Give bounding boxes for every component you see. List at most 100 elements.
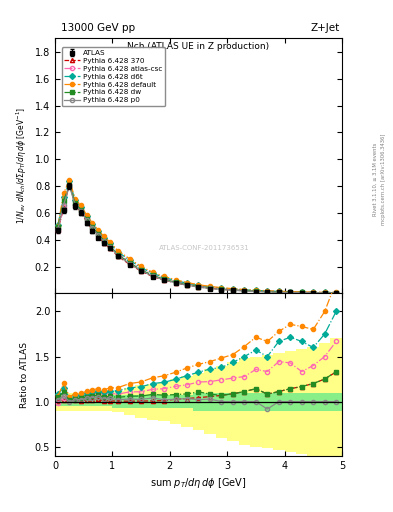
Pythia 6.428 370 bbox=[276, 289, 281, 295]
Pythia 6.428 d6t bbox=[139, 265, 143, 271]
Pythia 6.428 dw bbox=[107, 243, 112, 249]
Pythia 6.428 d6t bbox=[73, 197, 77, 203]
Pythia 6.428 default bbox=[219, 285, 224, 291]
Pythia 6.428 d6t bbox=[116, 249, 121, 255]
Pythia 6.428 dw bbox=[73, 200, 77, 206]
Line: Pythia 6.428 370: Pythia 6.428 370 bbox=[56, 181, 338, 295]
Pythia 6.428 370 bbox=[242, 288, 247, 294]
Pythia 6.428 p0 bbox=[185, 282, 189, 288]
Pythia 6.428 d6t bbox=[299, 289, 304, 295]
Pythia 6.428 p0 bbox=[219, 286, 224, 292]
Pythia 6.428 dw bbox=[84, 216, 89, 222]
Pythia 6.428 default bbox=[253, 287, 258, 293]
Pythia 6.428 p0 bbox=[67, 183, 72, 189]
Pythia 6.428 default bbox=[101, 233, 106, 240]
Pythia 6.428 atlas-csc bbox=[185, 281, 189, 287]
Pythia 6.428 default bbox=[196, 282, 201, 288]
Pythia 6.428 default bbox=[55, 223, 60, 229]
Pythia 6.428 default bbox=[84, 212, 89, 218]
Pythia 6.428 default bbox=[79, 202, 83, 208]
Pythia 6.428 dw bbox=[96, 231, 101, 237]
Pythia 6.428 d6t bbox=[219, 285, 224, 291]
Pythia 6.428 370 bbox=[322, 290, 327, 296]
Pythia 6.428 p0 bbox=[242, 288, 247, 294]
Pythia 6.428 370 bbox=[101, 240, 106, 246]
Pythia 6.428 dw bbox=[127, 260, 132, 266]
Line: Pythia 6.428 p0: Pythia 6.428 p0 bbox=[56, 184, 338, 295]
Pythia 6.428 dw bbox=[334, 290, 338, 296]
Pythia 6.428 dw bbox=[311, 289, 316, 295]
Pythia 6.428 default bbox=[96, 227, 101, 233]
Pythia 6.428 atlas-csc bbox=[101, 236, 106, 242]
Pythia 6.428 atlas-csc bbox=[242, 287, 247, 293]
Pythia 6.428 dw bbox=[299, 289, 304, 295]
Pythia 6.428 d6t bbox=[322, 289, 327, 295]
Pythia 6.428 d6t bbox=[90, 221, 95, 227]
Pythia 6.428 370 bbox=[73, 202, 77, 208]
Pythia 6.428 p0 bbox=[101, 239, 106, 245]
Pythia 6.428 atlas-csc bbox=[162, 275, 166, 282]
Pythia 6.428 d6t bbox=[265, 288, 270, 294]
Pythia 6.428 atlas-csc bbox=[84, 215, 89, 221]
Pythia 6.428 dw bbox=[322, 290, 327, 296]
Pythia 6.428 d6t bbox=[276, 288, 281, 294]
Pythia 6.428 atlas-csc bbox=[311, 289, 316, 295]
Pythia 6.428 dw bbox=[101, 238, 106, 244]
Text: Rivet 3.1.10, ≥ 3.1M events: Rivet 3.1.10, ≥ 3.1M events bbox=[373, 142, 378, 216]
Pythia 6.428 atlas-csc bbox=[322, 289, 327, 295]
Pythia 6.428 default bbox=[276, 288, 281, 294]
Pythia 6.428 370 bbox=[116, 253, 121, 260]
Pythia 6.428 p0 bbox=[276, 289, 281, 295]
Pythia 6.428 370 bbox=[173, 280, 178, 286]
Pythia 6.428 d6t bbox=[185, 280, 189, 286]
Pythia 6.428 370 bbox=[139, 268, 143, 274]
Pythia 6.428 p0 bbox=[116, 252, 121, 259]
Pythia 6.428 d6t bbox=[127, 257, 132, 263]
Pythia 6.428 default bbox=[173, 276, 178, 283]
Pythia 6.428 370 bbox=[61, 205, 66, 211]
Pythia 6.428 d6t bbox=[107, 240, 112, 246]
Pythia 6.428 default bbox=[162, 273, 166, 280]
Legend: ATLAS, Pythia 6.428 370, Pythia 6.428 atlas-csc, Pythia 6.428 d6t, Pythia 6.428 : ATLAS, Pythia 6.428 370, Pythia 6.428 at… bbox=[61, 47, 165, 106]
Pythia 6.428 dw bbox=[90, 224, 95, 230]
Pythia 6.428 p0 bbox=[139, 268, 143, 274]
Pythia 6.428 default bbox=[73, 196, 77, 202]
Line: Pythia 6.428 atlas-csc: Pythia 6.428 atlas-csc bbox=[56, 182, 338, 295]
Pythia 6.428 atlas-csc bbox=[276, 289, 281, 295]
Pythia 6.428 370 bbox=[219, 286, 224, 292]
Pythia 6.428 p0 bbox=[79, 208, 83, 215]
Pythia 6.428 dw bbox=[231, 287, 235, 293]
Pythia 6.428 p0 bbox=[107, 244, 112, 250]
Pythia 6.428 370 bbox=[55, 227, 60, 233]
Text: Nch (ATLAS UE in Z production): Nch (ATLAS UE in Z production) bbox=[127, 42, 270, 51]
Pythia 6.428 p0 bbox=[311, 290, 316, 296]
Pythia 6.428 370 bbox=[90, 227, 95, 233]
Pythia 6.428 370 bbox=[107, 245, 112, 251]
Pythia 6.428 dw bbox=[139, 267, 143, 273]
Y-axis label: $1/N_{ev}$ $dN_{ch}/d\Sigma p_T/d\eta\,d\phi$ [GeV$^{-1}$]: $1/N_{ev}$ $dN_{ch}/d\Sigma p_T/d\eta\,d… bbox=[15, 108, 29, 224]
Pythia 6.428 d6t bbox=[96, 228, 101, 234]
Pythia 6.428 dw bbox=[276, 289, 281, 295]
Pythia 6.428 370 bbox=[265, 289, 270, 295]
Pythia 6.428 370 bbox=[67, 180, 72, 186]
Pythia 6.428 d6t bbox=[162, 274, 166, 281]
Pythia 6.428 default bbox=[67, 177, 72, 183]
Pythia 6.428 atlas-csc bbox=[107, 241, 112, 247]
Pythia 6.428 default bbox=[242, 286, 247, 292]
Pythia 6.428 p0 bbox=[90, 225, 95, 231]
Y-axis label: Ratio to ATLAS: Ratio to ATLAS bbox=[20, 342, 29, 408]
Pythia 6.428 default bbox=[311, 289, 316, 295]
Line: Pythia 6.428 default: Pythia 6.428 default bbox=[56, 178, 338, 294]
Pythia 6.428 dw bbox=[265, 289, 270, 295]
Pythia 6.428 d6t bbox=[208, 284, 212, 290]
Pythia 6.428 p0 bbox=[84, 217, 89, 223]
Pythia 6.428 d6t bbox=[242, 287, 247, 293]
Pythia 6.428 370 bbox=[162, 277, 166, 283]
Pythia 6.428 d6t bbox=[67, 178, 72, 184]
Pythia 6.428 atlas-csc bbox=[90, 223, 95, 229]
Pythia 6.428 370 bbox=[311, 289, 316, 295]
Pythia 6.428 dw bbox=[55, 224, 60, 230]
Pythia 6.428 370 bbox=[196, 284, 201, 290]
Text: ATLAS-CONF-2011736531: ATLAS-CONF-2011736531 bbox=[159, 245, 250, 250]
Pythia 6.428 default bbox=[61, 190, 66, 197]
